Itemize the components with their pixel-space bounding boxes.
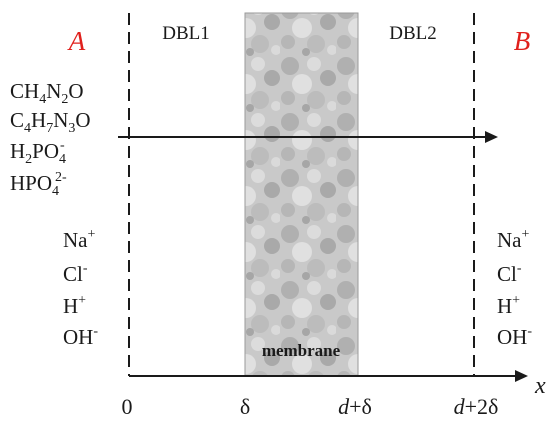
tick-zero: 0 — [122, 394, 133, 419]
species-creatinine: C4H7N3O — [10, 108, 91, 136]
x-axis-label: x — [534, 373, 546, 399]
ion-h-right: H+ — [497, 293, 520, 318]
ion-na-right: Na+ — [497, 227, 530, 252]
transport-arrowhead — [485, 131, 498, 143]
species-hydrogen-phosphate: HPO42- — [10, 170, 67, 199]
dbl2-label: DBL2 — [389, 23, 437, 44]
ion-oh-left: OH- — [63, 324, 98, 349]
dbl1-label: DBL1 — [162, 23, 210, 44]
ion-h-left: H+ — [63, 293, 86, 318]
ion-cl-left: Cl- — [63, 261, 88, 286]
ion-na-left: Na+ — [63, 227, 96, 252]
species-urea: CH4N2O — [10, 79, 84, 107]
region-b-label: B — [514, 26, 531, 56]
species-dihydrogen-phosphate: H2PO4- — [10, 138, 66, 167]
tick-delta: δ — [240, 394, 250, 419]
membrane-label: membrane — [262, 341, 341, 360]
ion-oh-right: OH- — [497, 324, 532, 349]
tick-d-plus-delta: d+δ — [338, 394, 372, 419]
ion-cl-right: Cl- — [497, 261, 522, 286]
region-a-label: A — [67, 26, 86, 56]
x-axis-arrowhead — [515, 370, 528, 382]
tick-d-plus-2delta: d+2δ — [454, 394, 499, 419]
membrane-region — [244, 12, 359, 377]
